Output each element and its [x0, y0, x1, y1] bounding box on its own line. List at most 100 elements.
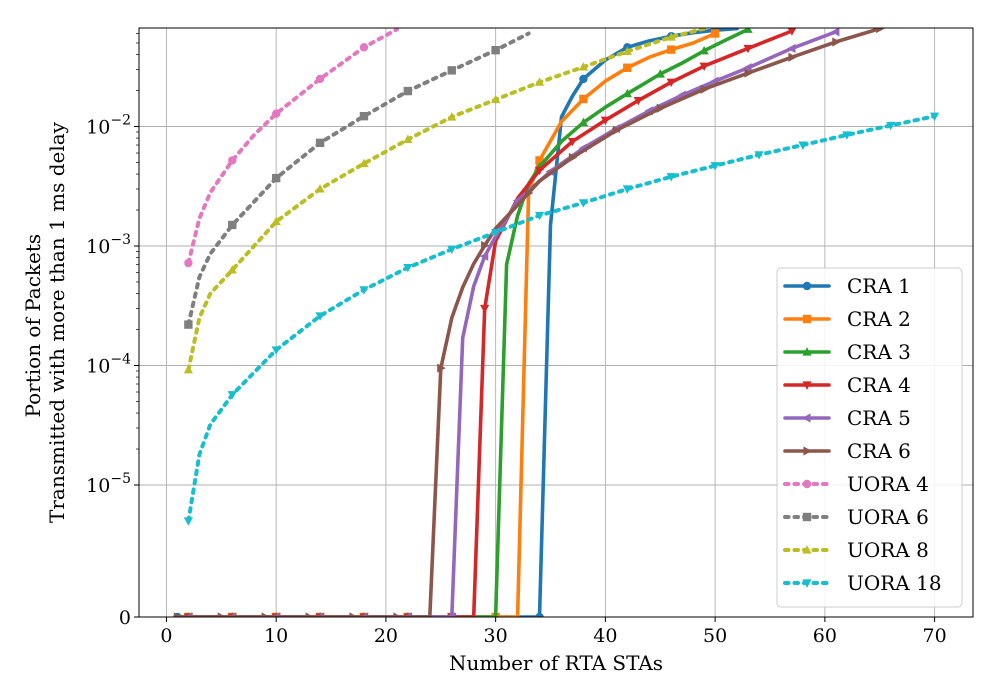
data-point: [403, 263, 413, 273]
legend-item: CRA 4: [783, 373, 911, 397]
data-point: [622, 88, 632, 98]
data-point: [802, 479, 812, 489]
series-lines: [173, 28, 940, 617]
data-point: [491, 94, 501, 104]
x-tick-label: 70: [922, 625, 946, 647]
data-point: [535, 612, 544, 617]
data-point: [227, 265, 237, 274]
series-line: [186, 114, 937, 523]
legend-label: UORA 18: [847, 571, 942, 595]
y-axis-label: Portion of Packets Transmitted with more…: [21, 121, 69, 523]
data-point: [667, 45, 676, 54]
data-point: [578, 117, 589, 127]
y-axis-label-line-2: Transmitted with more than 1 ms delay: [45, 121, 69, 523]
data-point: [743, 28, 753, 33]
data-point: [802, 413, 811, 423]
data-point: [876, 28, 885, 34]
data-point: [666, 32, 676, 41]
x-tick-label: 10: [264, 625, 288, 647]
data-point: [655, 69, 665, 78]
x-tick-label: 50: [703, 625, 727, 647]
data-point: [359, 111, 369, 121]
legend-item: UORA 6: [783, 505, 929, 529]
data-point: [491, 46, 500, 55]
series-cra-6: [173, 28, 885, 617]
data-point: [492, 612, 499, 617]
data-point: [271, 173, 281, 183]
data-point: [568, 152, 578, 163]
y-tick-label: 10−2: [86, 113, 131, 139]
data-point: [228, 220, 237, 230]
data-point: [754, 151, 764, 160]
data-point: [359, 158, 369, 168]
data-point: [447, 112, 457, 121]
data-point: [802, 545, 812, 554]
data-point: [534, 166, 545, 176]
legend-label: UORA 4: [847, 472, 929, 496]
data-point: [567, 137, 578, 147]
data-point: [315, 138, 325, 148]
data-point: [305, 612, 314, 617]
data-point: [787, 43, 796, 54]
data-point: [184, 320, 193, 329]
series-line: [175, 29, 794, 617]
data-point: [802, 314, 812, 324]
data-point: [446, 612, 456, 617]
series-cra-4: [175, 28, 797, 617]
series-line: [175, 29, 838, 617]
data-point: [666, 78, 676, 87]
data-point: [359, 43, 369, 52]
data-point: [578, 62, 589, 71]
legend-item: CRA 1: [783, 274, 911, 298]
data-point: [447, 66, 456, 75]
data-point: [315, 74, 325, 84]
data-point: [802, 281, 812, 291]
series-line: [175, 28, 739, 617]
series-uora-8: [183, 28, 707, 374]
data-point: [623, 63, 632, 72]
data-point: [271, 109, 281, 118]
data-point: [535, 156, 544, 165]
data-point: [579, 94, 588, 104]
data-point: [315, 184, 325, 193]
data-point: [447, 245, 457, 255]
legend-item: UORA 4: [783, 472, 929, 496]
x-ticks: 0 10 20 30 40 50 60 70: [160, 617, 947, 647]
legend-label: CRA 5: [847, 406, 911, 430]
data-point: [480, 304, 490, 314]
legend: CRA 1 CRA 2 CRA 3 CRA 4 CRA 5 CRA 6 UORA 4 UORA…: [776, 267, 963, 608]
x-tick-label: 0: [160, 625, 172, 647]
series-uora-18: [183, 112, 940, 526]
data-point: [842, 131, 852, 140]
data-point: [802, 381, 812, 390]
legend-item: UORA 8: [783, 538, 929, 562]
legend-item: CRA 2: [783, 307, 911, 331]
data-point: [744, 68, 753, 78]
data-point: [743, 44, 753, 54]
y-tick-label: 10−4: [86, 352, 131, 378]
legend-item: CRA 5: [783, 406, 911, 430]
data-point: [886, 121, 896, 131]
legend-label: UORA 6: [847, 505, 929, 529]
legend-label: UORA 8: [847, 538, 929, 562]
series-line: [175, 28, 882, 617]
data-point: [173, 612, 183, 617]
data-point: [710, 162, 720, 171]
plot-frame: [138, 27, 974, 618]
legend-item: CRA 6: [783, 439, 911, 463]
y-tick-label: 0: [119, 607, 131, 629]
data-point: [524, 188, 534, 198]
y-tick-label: 10−5: [86, 471, 131, 497]
data-point: [534, 211, 545, 221]
legend-label: CRA 3: [847, 340, 911, 364]
data-point: [534, 77, 545, 86]
data-point: [349, 612, 358, 617]
legend-item: UORA 18: [783, 571, 942, 595]
data-point: [403, 86, 413, 96]
data-point: [479, 251, 489, 261]
data-point: [802, 579, 812, 588]
legend-label: CRA 6: [847, 439, 911, 463]
data-point: [183, 364, 194, 374]
data-point: [802, 512, 812, 522]
legend-label: CRA 4: [847, 373, 911, 397]
